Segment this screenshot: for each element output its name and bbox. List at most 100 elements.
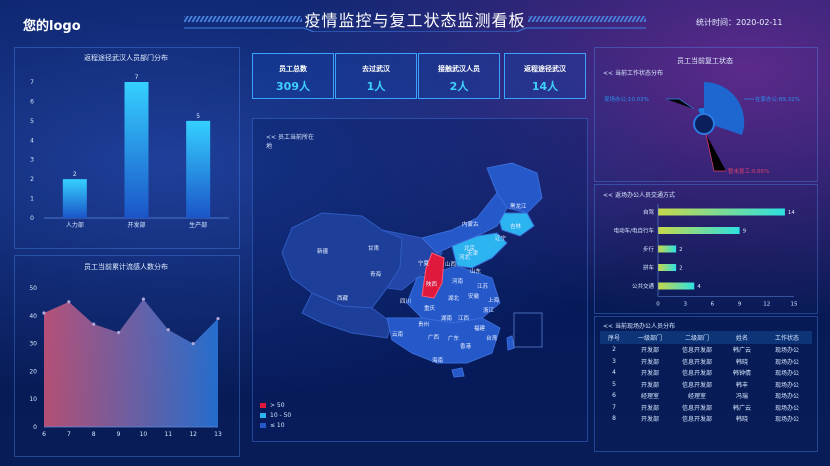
- map-label: 湖北: [448, 294, 460, 302]
- y-tick-label: 0: [30, 215, 34, 222]
- table-body: 2 开发部 信息开发部 韩广云 现场办公 3 开发部 信息开发部 韩晓 现场办公 4 开发部 信息开发部…: [600, 344, 812, 425]
- data-point: [141, 297, 146, 301]
- data-point: [191, 342, 195, 346]
- x-tick-label: 13: [214, 431, 222, 438]
- table-header: 序号 一级部门 二级部门 姓名 工作状态: [600, 331, 812, 344]
- table-cell: 现场办公: [774, 381, 799, 389]
- table-cell: 信息开发部: [681, 347, 712, 355]
- card-value: 14人: [531, 80, 559, 93]
- table-cell: 6: [612, 392, 616, 400]
- map-label: 陕西: [426, 280, 438, 288]
- bar: [658, 227, 740, 234]
- table-row[interactable]: 4 开发部 信息开发部 韩钟倩 现场办公: [600, 367, 812, 379]
- map-label: 黑龙江: [510, 202, 527, 210]
- table-cell: 现场办公: [774, 393, 799, 401]
- map-label: 甘肃: [368, 244, 380, 252]
- map-subtitle-2: 地: [266, 143, 273, 150]
- map-label: 重庆: [424, 304, 436, 312]
- y-tick-label: 20: [29, 368, 37, 375]
- table-cell: 4: [612, 369, 616, 377]
- table-cell: 冯瑞: [735, 393, 748, 401]
- y-tick-label: 公共交通: [632, 282, 655, 290]
- map-label: 河北: [459, 253, 471, 261]
- table-row[interactable]: 8 开发部 信息开发部 韩晓 现场办公: [600, 413, 812, 425]
- card-value: 2人: [449, 80, 469, 93]
- map-label: 河南: [452, 277, 464, 285]
- bar-value-label: 2: [73, 171, 77, 178]
- table-cell: 开发部: [640, 416, 659, 424]
- table-row[interactable]: 5 开发部 信息开发部 韩丰 现场办公: [600, 379, 812, 391]
- col-header: 工作状态: [774, 335, 799, 342]
- table-cell: 现场办公: [774, 404, 799, 412]
- table-cell: 经理室: [640, 393, 659, 401]
- map-label: 西藏: [337, 294, 349, 302]
- x-tick-label: 生产部: [189, 221, 207, 229]
- legend-item: 10 - 50: [260, 410, 291, 420]
- map-label: 云南: [392, 330, 404, 338]
- map-label: 广东: [448, 334, 460, 342]
- map-region-jilin: [496, 212, 535, 237]
- x-tick-label: 8: [92, 431, 96, 438]
- table-row[interactable]: 6 经理室 经理室 冯瑞 现场办公: [600, 390, 812, 402]
- y-tick-label: 4: [30, 137, 34, 144]
- map-label: 内蒙古: [462, 220, 479, 228]
- x-tick-label: 6: [42, 431, 46, 438]
- table-cell: 信息开发部: [681, 358, 712, 366]
- y-tick-label: 7: [30, 79, 34, 86]
- data-point: [216, 316, 220, 321]
- y-tick-label: 6: [30, 98, 34, 105]
- table-cell: 信息开发部: [681, 370, 712, 378]
- map-subtitle-1: << 员工当前所在: [266, 134, 314, 141]
- flu-distribution-panel: [14, 255, 240, 457]
- table-row[interactable]: 3 开发部 信息开发部 韩晓 现场办公: [600, 356, 812, 368]
- y-tick-label: 40: [29, 313, 37, 320]
- area-series: [44, 299, 218, 427]
- legend-swatch-mid: [260, 412, 266, 418]
- table-cell: 现场办公: [774, 347, 799, 355]
- transport-subtitle: << 返场办公人员交通方式: [603, 192, 675, 199]
- map-region-shaanxi: [421, 252, 445, 299]
- leader-notback: [705, 133, 726, 172]
- y-tick-label: 50: [29, 285, 37, 292]
- table-cell: 开发部: [640, 381, 659, 389]
- transport-bar-chart: 自驾 14 电动车/电自行车 9 步行 2 拼车 2 公共交通 4 0 3 6 9 12 15: [614, 204, 798, 308]
- table-row[interactable]: 2 开发部 信息开发部 韩广云 现场办公: [600, 344, 812, 356]
- map-legend: > 50 10 - 50 ≤ 10: [260, 400, 291, 430]
- leader-onsite: [666, 98, 695, 110]
- map-label: 上海: [488, 296, 500, 304]
- y-tick-label: 3: [30, 157, 34, 164]
- table-cell: 韩广云: [732, 404, 751, 412]
- transport-panel: [594, 184, 818, 314]
- bar: [658, 245, 677, 253]
- x-tick-label: 9: [738, 302, 742, 308]
- x-tick-label: 开发部: [127, 221, 145, 229]
- card-contact-wuhan: 接触武汉人员 2人: [418, 53, 500, 99]
- x-tick-label: 3: [683, 302, 687, 308]
- pie-label-onsite: 现场办公:10.03%: [604, 95, 649, 103]
- china-map[interactable]: 黑龙江 吉林 辽宁 内蒙古 北京 天津 河北 山西 山东 宁夏 甘肃 新疆 青海…: [252, 118, 586, 440]
- bar-value-label: 7: [135, 74, 139, 81]
- table-cell: 5: [612, 380, 616, 388]
- col-header: 序号: [607, 335, 620, 342]
- card-been-wuhan: 去过武汉 1人: [335, 53, 417, 99]
- bar-value-label: 14: [788, 210, 795, 216]
- bar: [658, 208, 785, 216]
- table-cell: 3: [612, 357, 616, 365]
- map-region-hainan: [451, 367, 465, 378]
- y-tick-label: 电动车/电自行车: [614, 227, 655, 235]
- y-tick-label: 1: [30, 196, 34, 203]
- map-region-tibet: [301, 292, 393, 339]
- table-row[interactable]: 7 开发部 信息开发部 韩广云 现场办公: [600, 402, 812, 414]
- map-label: 江苏: [477, 282, 489, 290]
- table-cell: 信息开发部: [681, 381, 712, 389]
- col-header: 二级部门: [684, 335, 709, 342]
- table-cell: 韩晓: [735, 416, 748, 424]
- bar: [62, 179, 87, 218]
- flu-area-chart: 0 10 20 30 40 50 6 7 8 9 10 11 12 13: [29, 285, 222, 438]
- logo: 您的logo: [23, 19, 81, 34]
- south-sea-inset: [513, 312, 543, 348]
- y-tick-label: 30: [29, 341, 37, 348]
- x-tick-label: 人力部: [66, 221, 84, 229]
- map-label: 贵州: [418, 320, 429, 328]
- y-tick-label: 2: [30, 176, 34, 183]
